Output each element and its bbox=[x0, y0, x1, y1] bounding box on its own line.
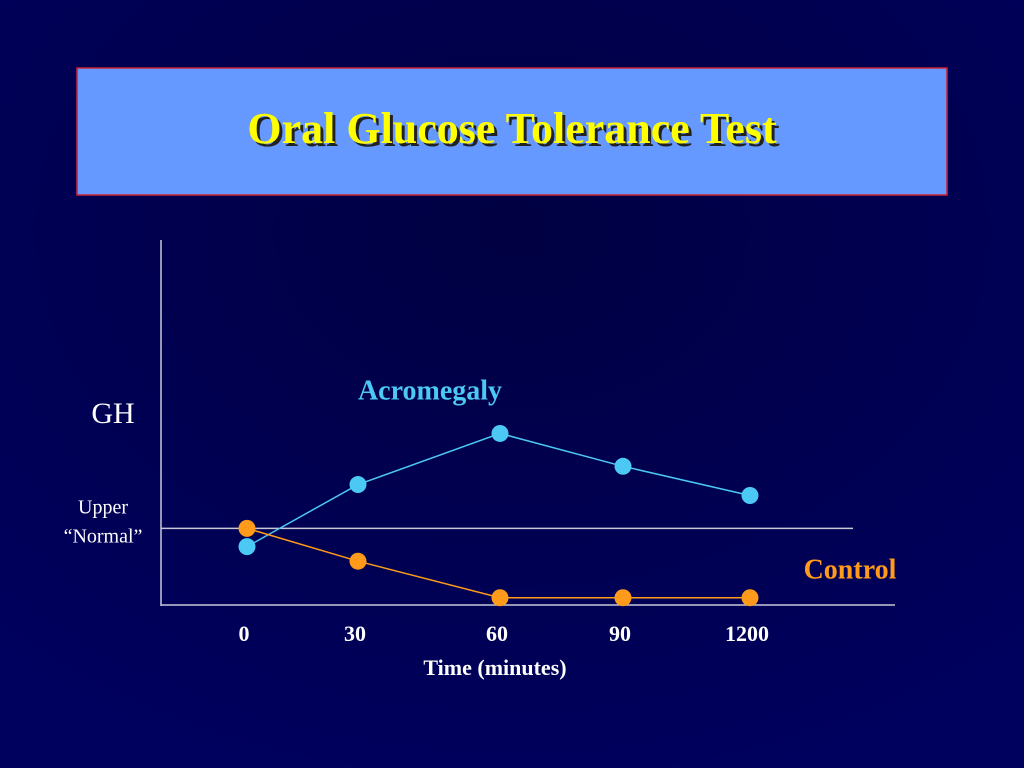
y-axis-label: GH bbox=[91, 397, 134, 430]
data-point bbox=[349, 552, 367, 570]
series-label: Acromegaly bbox=[358, 375, 502, 406]
data-point bbox=[741, 589, 759, 607]
data-point bbox=[349, 476, 367, 494]
x-tick-label: 30 bbox=[344, 621, 366, 646]
reference-label: Upper bbox=[78, 497, 128, 519]
data-point bbox=[491, 589, 509, 607]
data-point bbox=[741, 487, 759, 504]
x-tick-label: 1200 bbox=[725, 621, 769, 646]
x-tick-label: 90 bbox=[609, 621, 631, 646]
title-shadow: Oral Glucose Tolerance Test bbox=[250, 107, 780, 156]
x-tick-label: 60 bbox=[486, 621, 508, 646]
data-point bbox=[238, 519, 256, 537]
data-point bbox=[614, 589, 632, 607]
series-label: Control bbox=[804, 554, 897, 585]
x-tick-label: 0 bbox=[239, 621, 250, 646]
reference-label: “Normal” bbox=[64, 526, 143, 548]
x-axis-label: Time (minutes) bbox=[423, 655, 566, 680]
data-point bbox=[614, 457, 632, 475]
chart-title: Oral Glucose Tolerance Test bbox=[247, 104, 777, 153]
title-box bbox=[76, 67, 948, 196]
data-point bbox=[491, 424, 509, 442]
data-point bbox=[238, 538, 256, 556]
